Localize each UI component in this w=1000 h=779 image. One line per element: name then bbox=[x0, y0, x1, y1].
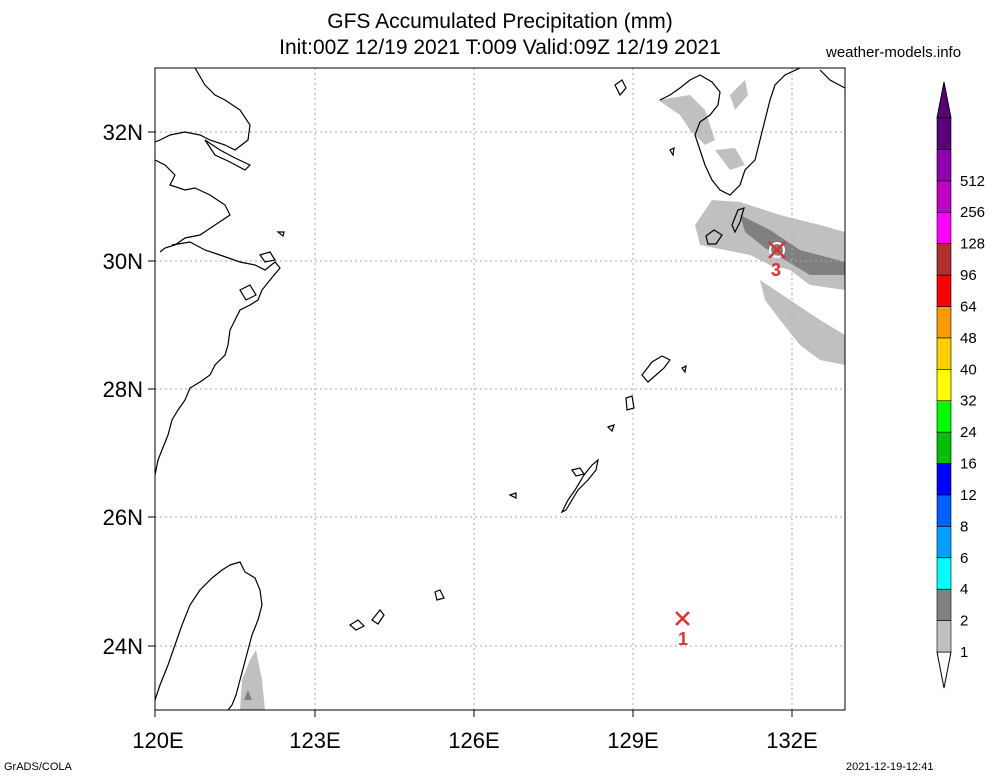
colorbar-label: 6 bbox=[960, 550, 968, 567]
colorbar-swatch bbox=[936, 337, 952, 370]
y-tick-24n: 24N bbox=[103, 634, 143, 659]
y-tick-32n: 32N bbox=[103, 120, 143, 145]
coastlines bbox=[155, 68, 845, 710]
colorbar-swatch bbox=[936, 463, 952, 496]
colorbar-label: 256 bbox=[960, 204, 985, 221]
china-coastline bbox=[155, 68, 251, 151]
colorbar-swatch bbox=[936, 117, 952, 150]
colorbar-label: 64 bbox=[960, 298, 977, 315]
y-tick-30n: 30N bbox=[103, 249, 143, 274]
colorbar-swatch bbox=[936, 588, 952, 621]
colorbar-label: 128 bbox=[960, 236, 985, 253]
colorbar-label: 1 bbox=[960, 644, 968, 661]
footer-left: GrADS/COLA bbox=[4, 761, 72, 773]
colorbar-swatch bbox=[936, 306, 952, 339]
marker-3-label: 3 bbox=[771, 260, 781, 280]
colorbar-swatch bbox=[936, 243, 952, 276]
x-tick-labels: 120E 123E 126E 129E 132E bbox=[132, 728, 817, 753]
kyushu-coastline bbox=[659, 68, 801, 196]
marker-3: 3 bbox=[768, 241, 786, 280]
site-label: weather-models.info bbox=[826, 44, 962, 61]
x-tick-129e: 129E bbox=[607, 728, 658, 753]
colorbar-swatch bbox=[936, 557, 952, 590]
colorbar-swatch bbox=[936, 149, 952, 182]
colorbar-label: 40 bbox=[960, 361, 977, 378]
colorbar-swatch bbox=[936, 526, 952, 559]
x-tick-120e: 120E bbox=[132, 728, 183, 753]
colorbar-label: 8 bbox=[960, 518, 968, 535]
colorbar-label: 24 bbox=[960, 424, 977, 441]
colorbar-label: 512 bbox=[960, 173, 985, 190]
colorbar-label: 4 bbox=[960, 581, 968, 598]
colorbar-swatch bbox=[936, 400, 952, 433]
colorbar-swatch bbox=[936, 211, 952, 244]
title-line-2: Init:00Z 12/19 2021 T:009 Valid:09Z 12/1… bbox=[279, 36, 721, 59]
colorbar-label: 12 bbox=[960, 487, 977, 504]
colorbar-swatch bbox=[936, 180, 952, 213]
y-tick-28n: 28N bbox=[103, 377, 143, 402]
taiwan-coastline bbox=[155, 561, 263, 710]
x-tick-126e: 126E bbox=[448, 728, 499, 753]
colorbar-label: 96 bbox=[960, 267, 977, 284]
colorbar-label: 48 bbox=[960, 330, 977, 347]
footer-right: 2021-12-19-12:41 bbox=[846, 761, 934, 773]
colorbar-swatch bbox=[936, 620, 952, 653]
x-tick-132e: 132E bbox=[766, 728, 817, 753]
x-tick-123e: 123E bbox=[289, 728, 340, 753]
ryukyu-islands bbox=[348, 355, 687, 631]
colorbar-label: 16 bbox=[960, 456, 977, 473]
colorbar-top-arrow bbox=[936, 81, 952, 119]
title-line-1: GFS Accumulated Precipitation (mm) bbox=[327, 10, 673, 33]
tick-marks bbox=[148, 131, 793, 717]
marker-1-label: 1 bbox=[678, 629, 688, 649]
y-tick-26n: 26N bbox=[103, 505, 143, 530]
colorbar-label: 32 bbox=[960, 393, 977, 410]
colorbar-bottom-arrow bbox=[936, 651, 952, 689]
colorbar-label: 2 bbox=[960, 613, 968, 630]
colorbar-swatch bbox=[936, 431, 952, 464]
colorbar-swatch bbox=[936, 274, 952, 307]
colorbar-swatch bbox=[936, 494, 952, 527]
precip-shading bbox=[240, 80, 845, 710]
y-tick-labels: 32N 30N 28N 26N 24N bbox=[103, 120, 143, 659]
colorbar-swatch bbox=[936, 368, 952, 402]
marker-1: 1 bbox=[675, 611, 690, 649]
